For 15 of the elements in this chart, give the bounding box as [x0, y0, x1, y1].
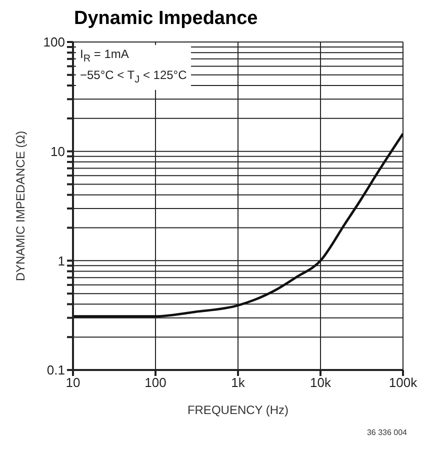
x-tick-label: 100 — [144, 375, 166, 390]
chart-title: Dynamic Impedance — [73, 8, 259, 31]
annotation: −55°C < T$_{J}$ < 125°C — [80, 67, 187, 88]
x-tick-label: 10 — [66, 375, 80, 390]
annotation: I$_{R}$ = 1mA — [80, 46, 130, 66]
y-tick-label: 10 — [50, 144, 65, 159]
text: 36 336 004 — [366, 428, 408, 437]
x-tick-label: 10k — [310, 375, 332, 390]
y-tick-label: 1 — [58, 253, 65, 268]
x-tick-label: 1k — [231, 375, 246, 390]
x-tick-label: 100k — [388, 375, 418, 390]
x-axis-title: FREQUENCY (Hz) — [187, 403, 289, 417]
y-tick-label: 0.1 — [46, 362, 65, 378]
y-tick-label: 100 — [43, 34, 65, 50]
y-axis-title: DYNAMIC IMPEDANCE (Ω) — [13, 130, 28, 282]
